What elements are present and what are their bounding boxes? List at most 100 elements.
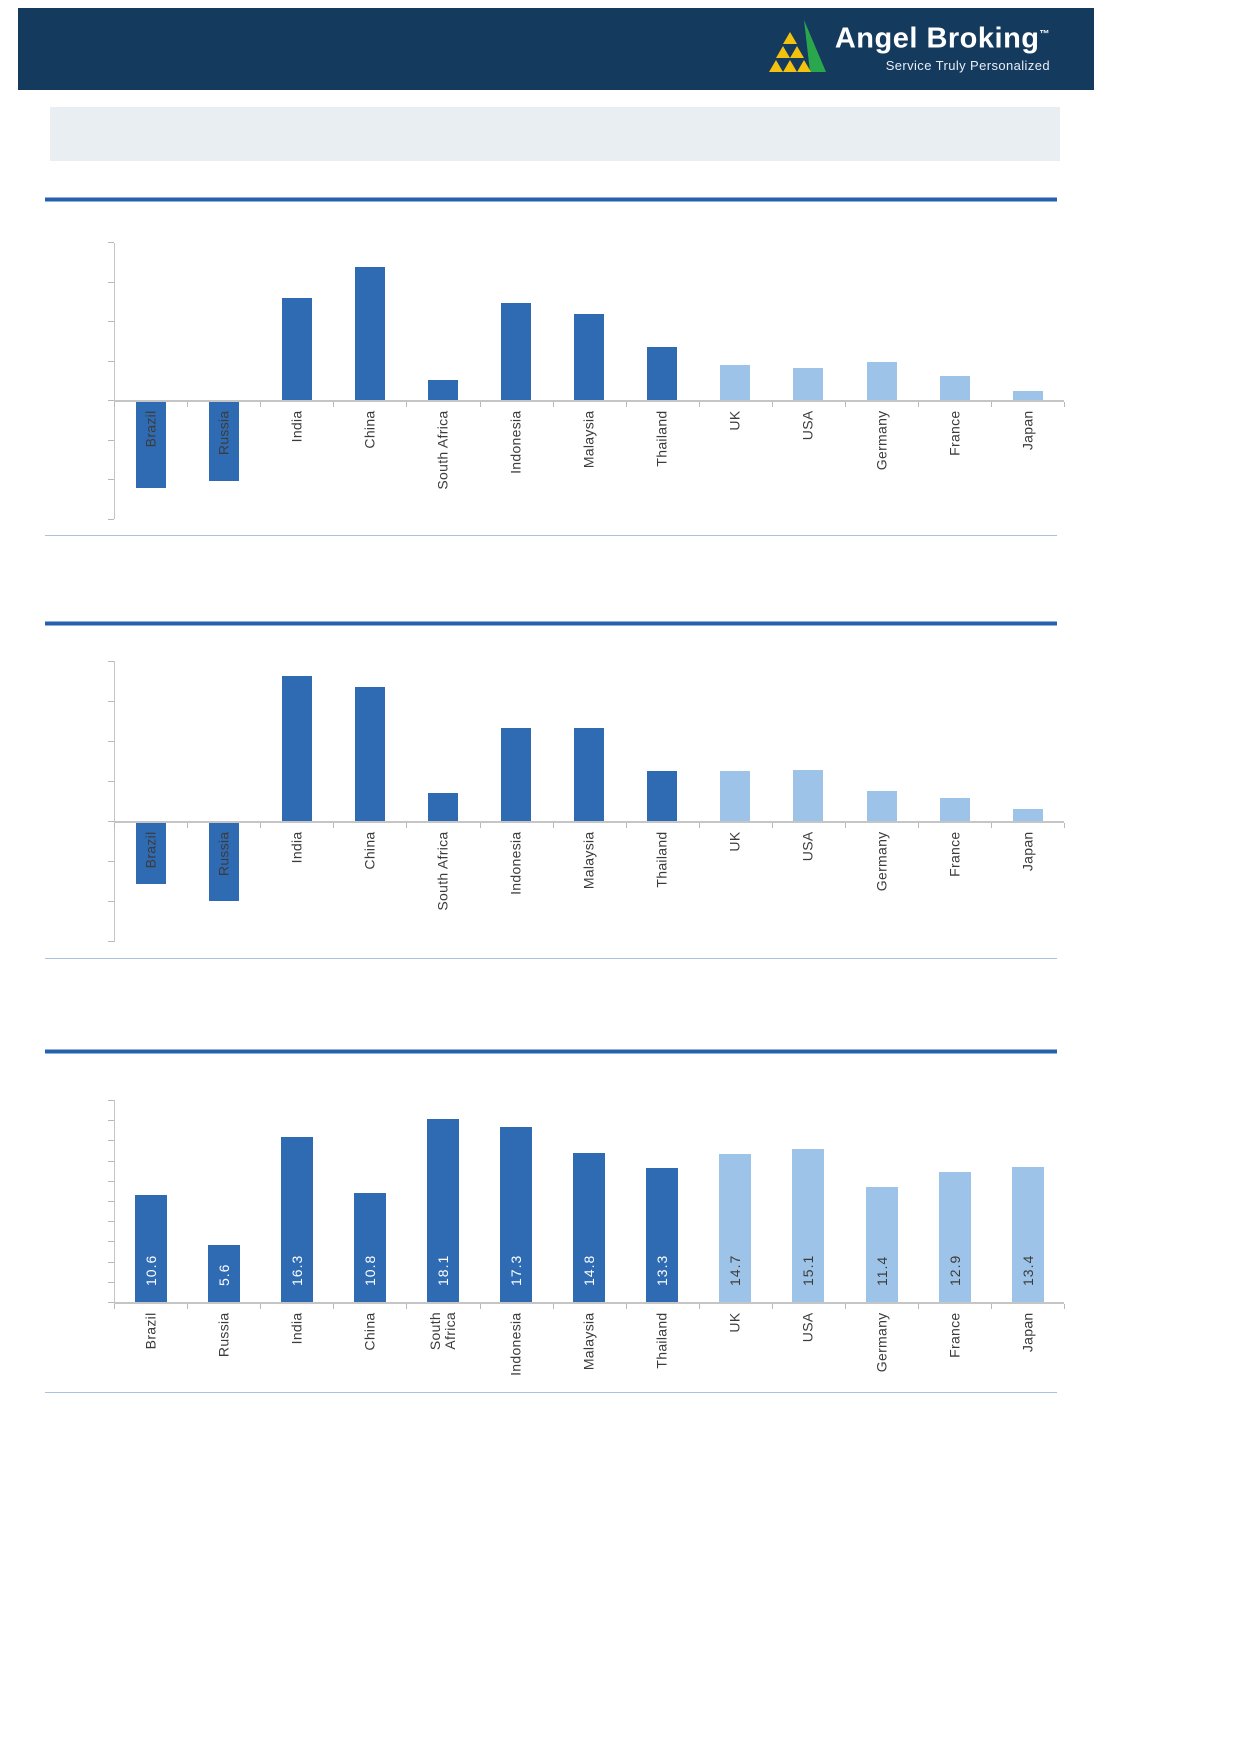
x-axis-label: France [946, 410, 963, 456]
x-axis-tick [260, 1304, 261, 1309]
bar-value-label: 14.8 [581, 1254, 597, 1286]
bar-value-label: 12.9 [947, 1254, 963, 1286]
x-axis-label: Thailand [653, 1312, 670, 1369]
x-axis-tick [1064, 823, 1065, 828]
angel-pyramid-icon [768, 20, 826, 72]
x-axis-label: Japan [1019, 1312, 1036, 1353]
y-axis-tick [108, 1241, 114, 1242]
y-axis-tick [108, 440, 114, 441]
x-axis-tick [918, 1304, 919, 1309]
x-axis-label: Thailand [653, 410, 670, 467]
x-axis-label: Indonesia [507, 1312, 524, 1376]
x-axis-tick [845, 1304, 846, 1309]
x-axis-label: Malaysia [580, 410, 597, 469]
x-axis-tick [1064, 1304, 1065, 1309]
bar-value-label: 14.7 [727, 1254, 743, 1286]
header-bar: Angel Broking™ Service Truly Personalize… [18, 8, 1094, 90]
bar-france [940, 376, 970, 400]
x-axis-tick [845, 823, 846, 828]
x-axis-tick [991, 402, 992, 407]
x-axis-label: Indonesia [507, 831, 524, 895]
bar-value-label: 11.4 [874, 1255, 890, 1286]
y-axis-tick [108, 282, 114, 283]
y-axis-tick [108, 519, 114, 520]
y-axis-tick [108, 1161, 114, 1162]
brand-tagline: Service Truly Personalized [885, 57, 1050, 73]
bar-value-label: 10.6 [143, 1254, 159, 1286]
x-axis-label: USA [799, 831, 816, 862]
x-axis-label: France [946, 1312, 963, 1358]
x-axis-tick [626, 823, 627, 828]
bar-malaysia [574, 314, 604, 400]
y-axis-tick [108, 941, 114, 942]
y-axis-tick [108, 1100, 114, 1101]
y-axis-tick [108, 1140, 114, 1141]
x-axis-label: China [361, 831, 378, 870]
chart-1: Brazil Russia India China South Africa Indone… [0, 210, 1240, 580]
x-axis-label: Germany [873, 831, 890, 892]
x-axis-tick [991, 823, 992, 828]
x-axis-tick [553, 402, 554, 407]
x-axis-tick [772, 402, 773, 407]
bar-value-label: 13.3 [654, 1254, 670, 1286]
bar-japan [1012, 1167, 1044, 1302]
x-axis-label: Brazil [142, 831, 159, 869]
bar-value-label: 13.4 [1020, 1254, 1036, 1286]
bar-china [355, 687, 385, 821]
bar-thailand [646, 1168, 678, 1302]
x-axis-tick [260, 823, 261, 828]
y-axis-tick [108, 1221, 114, 1222]
x-axis-tick [114, 1304, 115, 1309]
y-axis-tick [108, 321, 114, 322]
x-axis-label: India [288, 1312, 305, 1345]
bar-japan [1013, 391, 1043, 400]
bar-south africa [428, 793, 458, 821]
x-axis-label: Russia [215, 831, 232, 877]
bar-value-label: 5.6 [216, 1263, 232, 1286]
bar-malaysia [574, 728, 604, 821]
x-axis-tick [626, 402, 627, 407]
x-axis-line [114, 400, 1065, 402]
x-axis-tick [187, 823, 188, 828]
x-axis-label: South Africa [434, 410, 451, 490]
trademark-symbol: ™ [1039, 29, 1050, 40]
x-axis-label: South Africa [434, 831, 451, 911]
section-separator-1 [45, 197, 1057, 202]
bar-germany [867, 362, 897, 400]
x-axis-label: Russia [215, 410, 232, 456]
bar-russia [208, 1245, 240, 1302]
bar-japan [1013, 809, 1043, 821]
x-axis-label: Germany [873, 1312, 890, 1373]
x-axis-label: China [361, 410, 378, 449]
bar-russia [209, 402, 239, 481]
y-axis-tick [108, 781, 114, 782]
x-axis-label: Malaysia [580, 1312, 597, 1371]
x-axis-label: India [288, 831, 305, 864]
x-axis-label: Thailand [653, 831, 670, 888]
bar-uk [720, 771, 750, 821]
x-axis-label: Brazil [142, 410, 159, 448]
x-axis-label: USA [799, 1312, 816, 1343]
brand-name: Angel Broking™ [834, 22, 1050, 55]
x-axis-label: Brazil [142, 1312, 159, 1350]
x-axis-label: India [288, 410, 305, 443]
bar-indonesia [501, 728, 531, 821]
bar-indonesia [501, 303, 531, 400]
bar-thailand [647, 771, 677, 821]
bar-uk [720, 365, 750, 400]
y-axis-tick [108, 901, 114, 902]
bar-south africa [428, 380, 458, 400]
y-axis-tick [108, 1302, 114, 1303]
x-axis-tick [114, 823, 115, 828]
bar-south-africa [427, 1119, 459, 1302]
x-axis-tick [480, 1304, 481, 1309]
y-axis-tick [108, 701, 114, 702]
section-separator-2 [45, 621, 1057, 626]
bar-china [355, 267, 385, 400]
bar-usa [792, 1149, 824, 1302]
y-axis-tick [108, 821, 114, 822]
x-axis-label: UK [726, 1312, 743, 1333]
bar-malaysia [573, 1153, 605, 1302]
y-axis-tick [108, 400, 114, 401]
